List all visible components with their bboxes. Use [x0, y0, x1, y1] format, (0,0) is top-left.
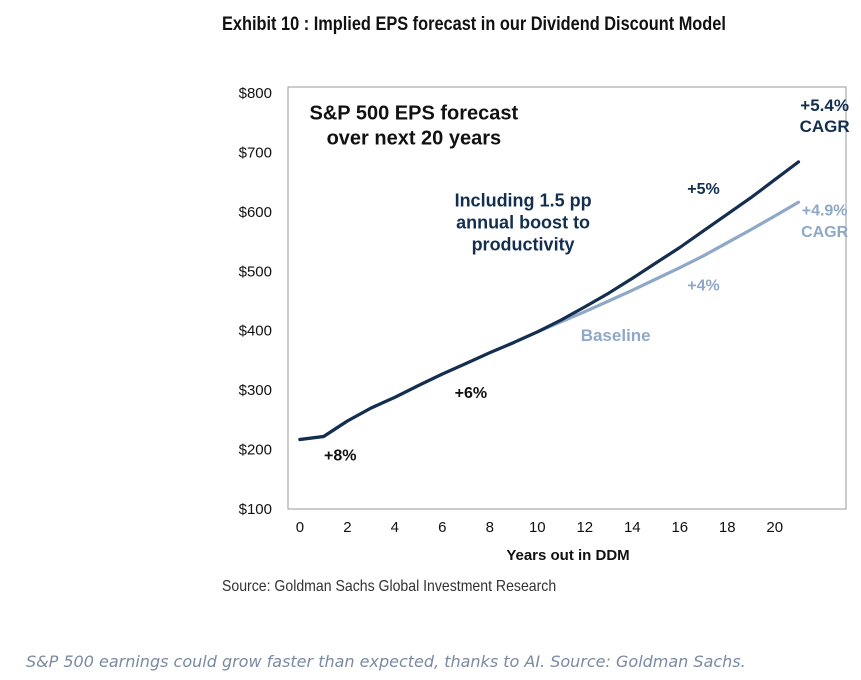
y-tick-label: $200 [239, 442, 272, 459]
x-tick-label: 12 [576, 519, 593, 536]
x-axis-ticks: 0 2 4 6 8 10 12 14 16 18 20 [296, 519, 783, 536]
y-tick-label: $300 [239, 382, 272, 399]
y-tick-label: $600 [239, 204, 272, 221]
source-note: Source: Goldman Sachs Global Investment … [222, 578, 557, 595]
y-tick-label: $500 [239, 263, 272, 280]
series-layer [298, 160, 801, 442]
x-tick-label: 16 [671, 519, 688, 536]
annotation-layer: S&P 500 EPS forecast over next 20 years In… [310, 96, 850, 464]
x-tick-label: 0 [296, 519, 304, 536]
y-tick-label: $400 [239, 323, 272, 340]
x-tick-label: 10 [529, 519, 546, 536]
annotation-growth-4: +4% [687, 277, 719, 294]
annotation-subtitle-2: over next 20 years [327, 128, 502, 150]
x-axis-title: Years out in DDM [506, 547, 629, 564]
y-tick-label: $700 [239, 144, 272, 161]
annotation-growth-8: +8% [324, 447, 356, 464]
productivity-series-line [298, 160, 801, 442]
annotation-growth-5: +5% [687, 181, 719, 198]
y-tick-label: $800 [239, 85, 272, 102]
y-tick-label: $100 [239, 501, 272, 518]
eps-forecast-chart: $100 $200 $300 $400 $500 $600 $700 $800 0 2 4 6 8 10… [239, 85, 850, 564]
x-tick-label: 6 [438, 519, 446, 536]
y-axis-ticks: $100 $200 $300 $400 $500 $600 $700 $800 [239, 85, 272, 518]
x-tick-label: 14 [624, 519, 641, 536]
x-tick-label: 2 [343, 519, 351, 536]
annotation-productivity-3: productivity [472, 234, 575, 254]
annotation-baseline-label: Baseline [581, 326, 651, 345]
annotation-growth-6: +6% [455, 385, 487, 402]
figure-caption: S&P 500 earnings could grow faster than … [26, 652, 746, 671]
x-tick-label: 18 [719, 519, 736, 536]
annotation-cagr-low-1: +4.9% [802, 202, 848, 219]
x-tick-label: 8 [486, 519, 494, 536]
x-tick-label: 20 [766, 519, 783, 536]
annotation-cagr-low-2: CAGR [801, 224, 849, 241]
annotation-subtitle-1: S&P 500 EPS forecast [310, 103, 519, 125]
annotation-productivity-2: annual boost to [456, 212, 590, 232]
annotation-cagr-high-1: +5.4% [800, 96, 849, 115]
annotation-productivity-1: Including 1.5 pp [455, 190, 592, 210]
x-tick-label: 4 [391, 519, 399, 536]
exhibit-title: Exhibit 10 : Implied EPS forecast in our… [222, 14, 726, 35]
annotation-cagr-high-2: CAGR [800, 117, 850, 136]
plot-frame [287, 86, 847, 510]
